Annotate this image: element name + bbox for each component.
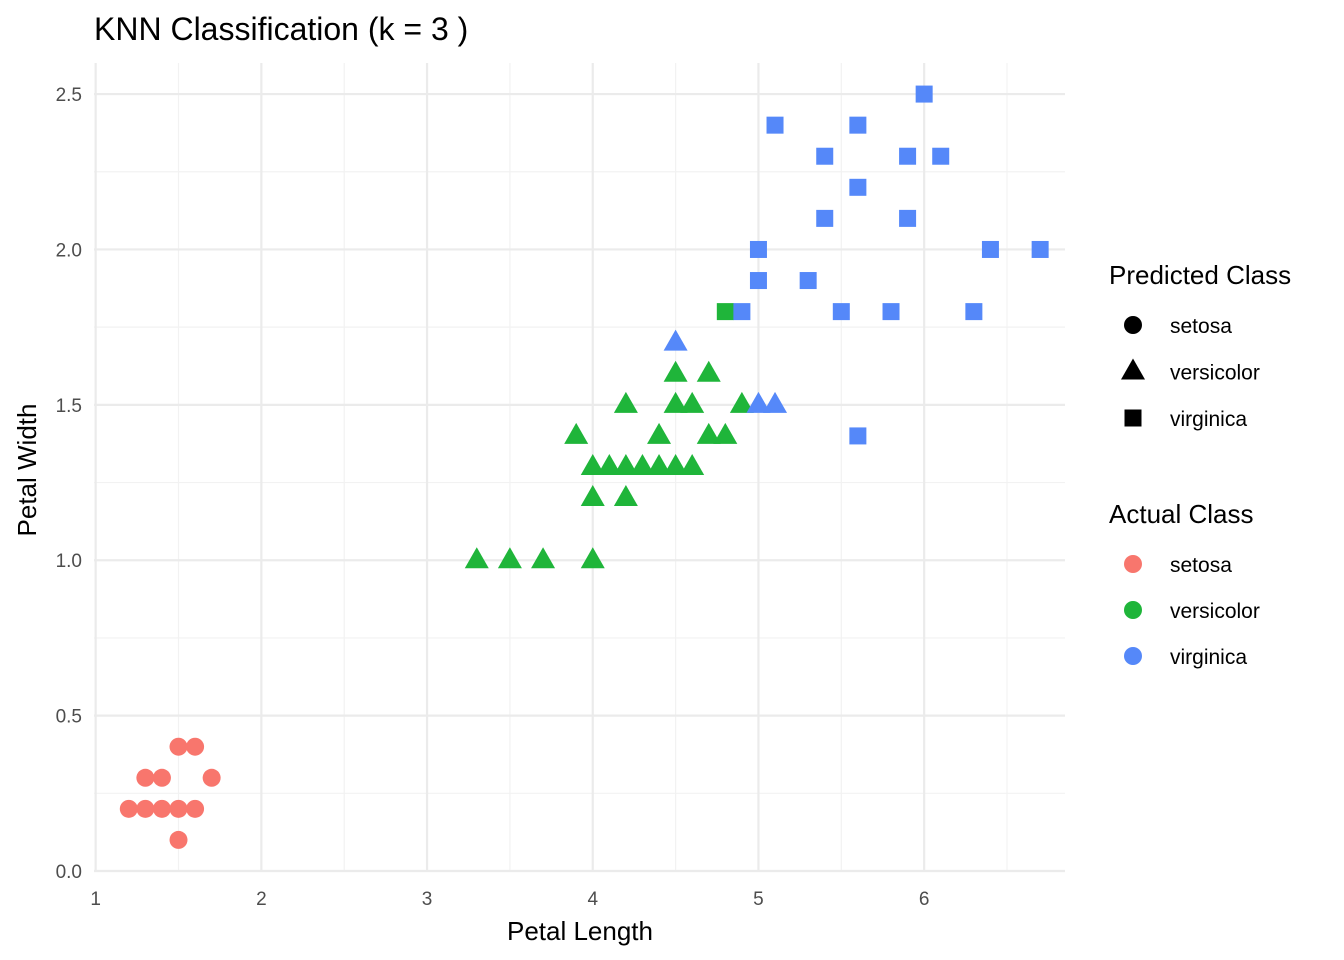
data-point-setosa-setosa: [152, 768, 171, 787]
data-point-versicolor-versicolor: [497, 547, 522, 569]
data-point-virginica-virginica: [899, 209, 917, 227]
actual-legend-title: Actual Class: [1109, 499, 1254, 529]
data-point-setosa-setosa: [186, 799, 205, 818]
data-point-virginica-virginica: [932, 147, 950, 165]
legend-key-circle: [1124, 316, 1142, 334]
y-tick-label: 2.0: [56, 240, 82, 261]
data-point-virginica-versicolor: [746, 391, 771, 413]
legend-label-actual-virginica: virginica: [1170, 646, 1247, 669]
data-point-versicolor-versicolor: [680, 453, 705, 475]
data-point-virginica-virginica: [832, 303, 850, 321]
data-point-setosa-setosa: [169, 799, 188, 818]
data-point-versicolor-versicolor: [531, 547, 556, 569]
x-tick-label: 4: [587, 889, 598, 910]
data-point-versicolor-versicolor: [580, 547, 605, 569]
data-point-setosa-setosa: [136, 799, 155, 818]
x-tick-label: 3: [422, 889, 433, 910]
predicted-class-legend: Predicted Class setosa versicolor virginic…: [1109, 260, 1291, 431]
data-point-versicolor-versicolor: [696, 360, 721, 382]
data-point-virginica-virginica: [965, 303, 983, 321]
x-tick-label: 1: [90, 889, 101, 910]
data-point-versicolor-versicolor: [464, 547, 489, 569]
data-point-virginica-versicolor: [763, 391, 788, 413]
data-point-virginica-virginica: [766, 116, 784, 134]
data-point-versicolor-versicolor: [647, 453, 672, 475]
y-tick-label: 1.5: [56, 396, 82, 417]
y-axis-title: Petal Width: [12, 404, 42, 537]
data-point-versicolor-versicolor: [663, 391, 688, 413]
y-tick-label: 0.5: [56, 707, 82, 728]
data-point-virginica-virginica: [733, 303, 751, 321]
data-point-versicolor-versicolor: [647, 422, 672, 444]
data-point-versicolor-versicolor: [680, 391, 705, 413]
legend-label-predicted-virginica: virginica: [1170, 408, 1247, 431]
data-point-virginica-virginica: [849, 178, 867, 196]
axis-ticks: 1 2 3 4 5 6 0.0 0.5 1.0 1.5 2.0 2.5: [56, 85, 930, 910]
x-tick-label: 5: [753, 889, 764, 910]
legend-label-predicted-versicolor: versicolor: [1170, 362, 1260, 385]
data-point-virginica-versicolor: [663, 329, 688, 351]
data-point-versicolor-versicolor: [729, 391, 754, 413]
data-point-versicolor-versicolor: [580, 485, 605, 507]
data-point-virginica-virginica: [882, 303, 900, 321]
data-point-virginica-virginica: [816, 209, 834, 227]
data-point-versicolor-versicolor: [630, 453, 655, 475]
data-point-versicolor-versicolor: [713, 422, 738, 444]
legend-key-setosa-color: [1124, 555, 1142, 573]
legend-label-predicted-setosa: setosa: [1170, 315, 1232, 338]
y-tick-label: 2.5: [56, 85, 82, 106]
data-point-versicolor-versicolor: [696, 422, 721, 444]
data-point-versicolor-versicolor: [613, 485, 638, 507]
x-axis-title: Petal Length: [507, 916, 653, 946]
data-point-versicolor-versicolor: [597, 453, 622, 475]
data-point-setosa-setosa: [152, 799, 171, 818]
legend-key-virginica-color: [1124, 647, 1142, 665]
x-tick-label: 2: [256, 889, 267, 910]
data-point-virginica-virginica: [1031, 240, 1049, 258]
chart-title: KNN Classification (k = 3 ): [94, 11, 468, 47]
data-point-setosa-setosa: [186, 737, 205, 756]
data-points: [119, 85, 1049, 849]
data-point-versicolor-versicolor: [564, 422, 589, 444]
data-point-virginica-virginica: [981, 240, 999, 258]
data-point-virginica-virginica: [749, 272, 767, 290]
legend-key-square: [1124, 409, 1142, 427]
data-point-virginica-virginica: [899, 147, 917, 165]
data-point-virginica-virginica: [816, 147, 834, 165]
data-point-versicolor-virginica: [716, 303, 734, 321]
legend-label-actual-versicolor: versicolor: [1170, 600, 1260, 623]
data-point-versicolor-versicolor: [663, 453, 688, 475]
legend-label-actual-setosa: setosa: [1170, 554, 1232, 577]
data-point-virginica-virginica: [749, 240, 767, 258]
data-point-versicolor-versicolor: [580, 453, 605, 475]
data-point-versicolor-versicolor: [663, 360, 688, 382]
y-tick-label: 0.0: [56, 862, 82, 883]
plot-grid: [94, 63, 1065, 873]
data-point-virginica-virginica: [849, 427, 867, 445]
y-tick-label: 1.0: [56, 551, 82, 572]
actual-class-legend: Actual Class setosa versicolor virginica: [1109, 499, 1260, 669]
data-point-virginica-virginica: [849, 116, 867, 134]
data-point-setosa-setosa: [202, 768, 221, 787]
x-tick-label: 6: [919, 889, 930, 910]
data-point-versicolor-versicolor: [613, 453, 638, 475]
predicted-legend-title: Predicted Class: [1109, 260, 1291, 290]
legend-key-versicolor-color: [1124, 601, 1142, 619]
data-point-virginica-virginica: [915, 85, 933, 103]
data-point-setosa-setosa: [169, 737, 188, 756]
data-point-setosa-setosa: [136, 768, 155, 787]
legend-key-triangle: [1121, 358, 1145, 380]
data-point-setosa-setosa: [119, 799, 138, 818]
data-point-versicolor-versicolor: [613, 391, 638, 413]
data-point-setosa-setosa: [169, 830, 188, 849]
data-point-virginica-virginica: [799, 272, 817, 290]
